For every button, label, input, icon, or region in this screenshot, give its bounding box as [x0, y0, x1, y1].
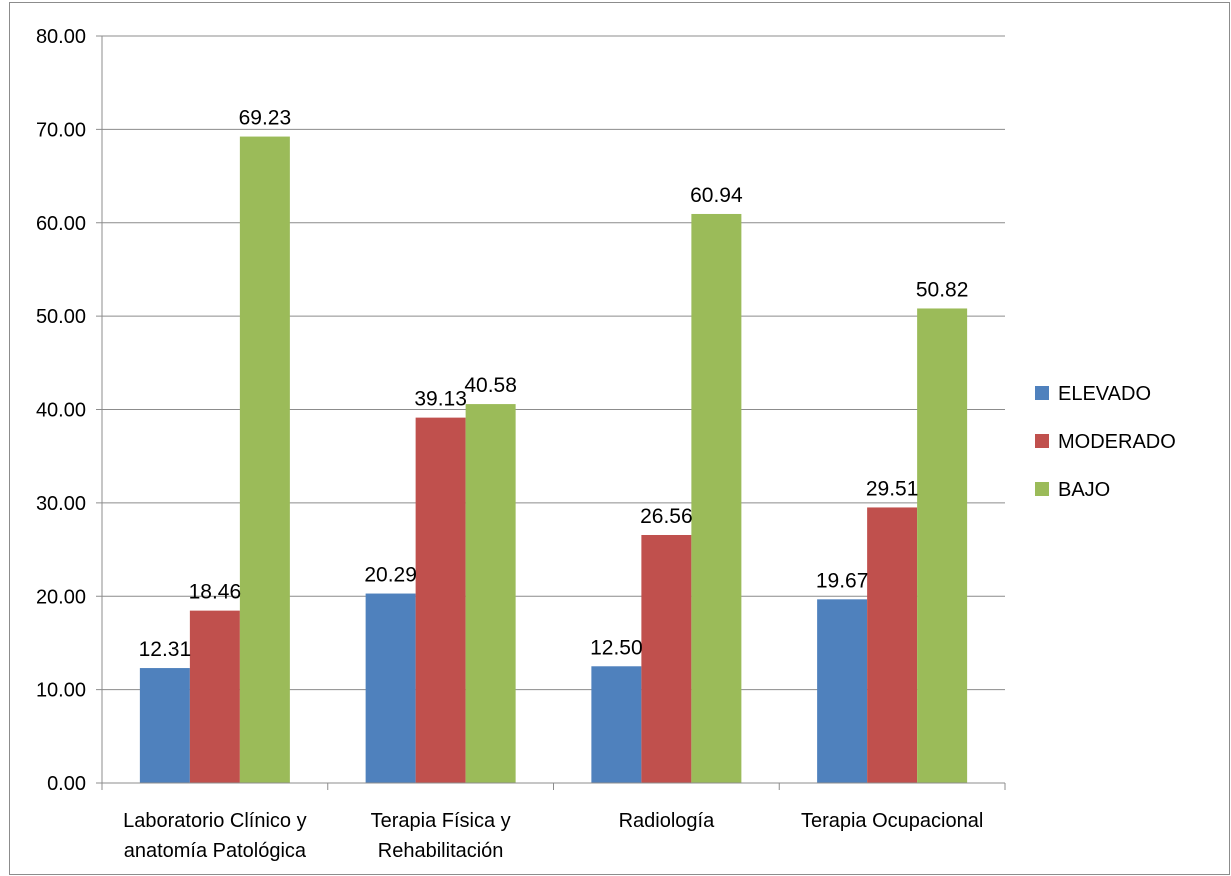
legend-swatch: [1035, 482, 1049, 496]
data-label: 12.50: [590, 636, 643, 659]
bar-bajo: [917, 308, 968, 783]
bar-elevado: [365, 593, 416, 783]
bar-moderado: [641, 534, 692, 783]
x-category-label: anatomía Patológica: [124, 840, 307, 862]
bar-elevado: [817, 599, 868, 783]
x-category-label: Radiología: [619, 810, 716, 832]
axes: 0.00 10.00 20.00 30.00 40.00 50.00 60.00 70.00 8…: [36, 26, 1006, 862]
data-labels: 12.31 20.29 12.50 19.67 18.46 39.13 26.56 29.51…: [139, 107, 969, 661]
data-label: 60.94: [690, 184, 743, 207]
bar-bajo: [239, 136, 290, 783]
data-label: 69.23: [239, 107, 292, 130]
data-label: 18.46: [189, 581, 242, 604]
bar-bajo: [691, 213, 742, 783]
data-label: 29.51: [866, 477, 919, 500]
bar-moderado: [189, 610, 240, 783]
y-tick-label: 30.00: [36, 493, 86, 515]
x-category-label: Terapia Física y: [371, 810, 511, 832]
bar-bajo: [465, 404, 516, 783]
data-label: 20.29: [364, 564, 417, 587]
legend-swatch: [1035, 434, 1049, 448]
x-category-label: Rehabilitación: [378, 840, 504, 862]
y-tick-label: 80.00: [36, 26, 86, 48]
data-label: 12.31: [139, 638, 192, 661]
bars: [139, 136, 968, 783]
legend-label: BAJO: [1058, 479, 1110, 501]
x-category-label: Terapia Ocupacional: [801, 810, 983, 832]
data-label: 19.67: [816, 569, 869, 592]
y-tick-label: 0.00: [47, 773, 86, 795]
bar-moderado: [415, 417, 466, 783]
y-tick-label: 50.00: [36, 306, 86, 328]
y-tick-label: 60.00: [36, 213, 86, 235]
legend-swatch: [1035, 386, 1049, 400]
data-label: 39.13: [414, 388, 467, 411]
y-tick-label: 70.00: [36, 119, 86, 141]
bar-elevado: [591, 666, 642, 783]
y-tick-label: 40.00: [36, 400, 86, 422]
data-label: 40.58: [464, 374, 517, 397]
bar-moderado: [867, 507, 918, 783]
data-label: 26.56: [640, 505, 693, 528]
bar-elevado: [139, 668, 190, 783]
y-tick-label: 20.00: [36, 586, 86, 608]
legend: ELEVADO MODERADO BAJO: [1035, 383, 1176, 501]
data-label: 50.82: [916, 278, 969, 301]
legend-label: MODERADO: [1058, 431, 1176, 453]
legend-label: ELEVADO: [1058, 383, 1151, 405]
x-category-label: Laboratorio Clínico y: [123, 810, 306, 832]
y-tick-label: 10.00: [36, 680, 86, 702]
